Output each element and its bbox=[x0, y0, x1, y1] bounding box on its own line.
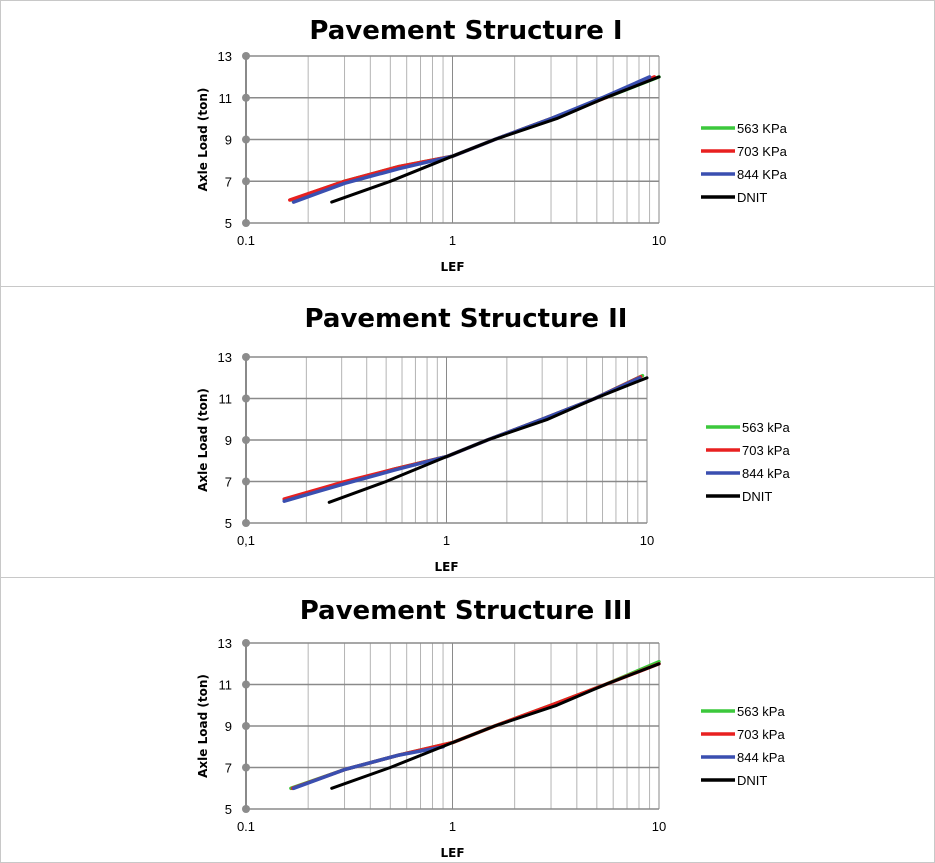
legend-label: 563 KPa bbox=[737, 121, 788, 136]
y-tick-label: 11 bbox=[219, 678, 233, 693]
x-tick-label: 10 bbox=[640, 533, 654, 548]
chart-svg-3: Pavement Structure III 5 7 9 11 13 0.1 1 10 LEF Ax… bbox=[196, 596, 785, 860]
y-axis-label: Axle Load (ton) bbox=[196, 88, 210, 192]
chart-panel-1: Pavement Structure I 5 7 9 11 13 0.1 1 10 LEF Axle… bbox=[0, 0, 935, 287]
legend-label: DNIT bbox=[737, 773, 767, 788]
y-tick-label: 5 bbox=[225, 802, 232, 817]
y-tick-label: 9 bbox=[225, 433, 232, 448]
grid bbox=[242, 639, 660, 813]
grid bbox=[242, 52, 660, 227]
x-tick-label: 1 bbox=[449, 819, 456, 834]
y-tick-label: 9 bbox=[225, 133, 232, 148]
x-tick-label: 0.1 bbox=[237, 233, 255, 248]
legend-label: 844 kPa bbox=[742, 466, 790, 481]
series-line-703-kpa bbox=[282, 374, 643, 501]
chart-panel-2: Pavement Structure II 5 7 9 11 13 0,1 1 10 LEF Axl… bbox=[0, 287, 935, 578]
y-tick-label: 7 bbox=[225, 174, 232, 189]
x-axis-label: LEF bbox=[440, 260, 464, 274]
legend: 563 KPa 703 KPa 844 KPa DNIT bbox=[701, 121, 788, 205]
chart-title: Pavement Structure II bbox=[305, 304, 628, 334]
chart-title: Pavement Structure III bbox=[300, 596, 633, 626]
grid bbox=[242, 353, 648, 527]
x-axis-label: LEF bbox=[440, 846, 464, 860]
chart-svg-1: Pavement Structure I 5 7 9 11 13 0.1 1 10 LEF Axle… bbox=[196, 16, 788, 274]
legend: 563 kPa 703 kPa 844 kPa DNIT bbox=[701, 704, 785, 788]
legend-label: 703 kPa bbox=[742, 443, 790, 458]
x-tick-label: 0,1 bbox=[237, 533, 255, 548]
y-tick-label: 13 bbox=[218, 636, 232, 651]
y-tick-label: 7 bbox=[225, 761, 232, 776]
y-tick-label: 9 bbox=[225, 719, 232, 734]
legend-label: 844 kPa bbox=[737, 750, 785, 765]
series-line-dnit bbox=[330, 662, 661, 790]
x-tick-label: 10 bbox=[652, 233, 666, 248]
legend-label: 703 kPa bbox=[737, 727, 785, 742]
legend-label: 563 kPa bbox=[737, 704, 785, 719]
y-tick-label: 5 bbox=[225, 516, 232, 531]
chart-svg-2: Pavement Structure II 5 7 9 11 13 0,1 1 10 LEF Axl… bbox=[196, 304, 790, 574]
legend-label: 844 KPa bbox=[737, 167, 788, 182]
y-tick-label: 11 bbox=[219, 91, 233, 106]
legend-label: DNIT bbox=[737, 190, 767, 205]
y-tick-label: 7 bbox=[225, 475, 232, 490]
legend: 563 kPa 703 kPa 844 kPa DNIT bbox=[706, 420, 790, 504]
legend-label: 703 KPa bbox=[737, 144, 788, 159]
y-tick-label: 13 bbox=[218, 49, 232, 64]
x-tick-label: 10 bbox=[652, 819, 666, 834]
x-tick-label: 1 bbox=[449, 233, 456, 248]
y-axis-label: Axle Load (ton) bbox=[196, 674, 210, 778]
series-line-844-kpa bbox=[291, 745, 445, 791]
y-tick-label: 11 bbox=[219, 392, 233, 407]
y-axis-label: Axle Load (ton) bbox=[196, 388, 210, 492]
chart-title: Pavement Structure I bbox=[309, 16, 622, 46]
y-tick-label: 5 bbox=[225, 216, 232, 231]
legend-label: DNIT bbox=[742, 489, 772, 504]
series-line-dnit bbox=[327, 376, 649, 504]
x-axis-label: LEF bbox=[434, 560, 458, 574]
series-line-dnit bbox=[330, 75, 661, 204]
x-tick-label: 1 bbox=[443, 533, 450, 548]
legend-label: 563 kPa bbox=[742, 420, 790, 435]
chart-panel-3: Pavement Structure III 5 7 9 11 13 0.1 1 10 LEF Ax… bbox=[0, 578, 935, 863]
x-tick-label: 0.1 bbox=[237, 819, 255, 834]
y-tick-label: 13 bbox=[218, 350, 232, 365]
